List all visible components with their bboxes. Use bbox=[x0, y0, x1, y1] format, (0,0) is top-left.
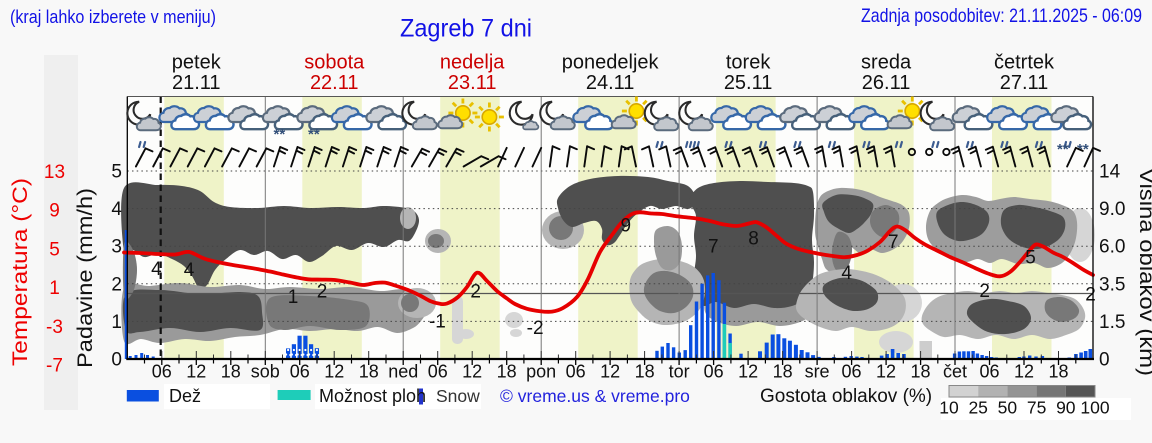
svg-text:12: 12 bbox=[186, 362, 206, 382]
svg-text:9: 9 bbox=[621, 216, 632, 237]
svg-text:50: 50 bbox=[998, 398, 1018, 418]
svg-text:0: 0 bbox=[1099, 350, 1110, 371]
svg-text:1: 1 bbox=[49, 278, 60, 299]
svg-text:sre: sre bbox=[805, 362, 830, 382]
svg-text:-7: -7 bbox=[46, 356, 63, 377]
svg-text:12: 12 bbox=[600, 362, 620, 382]
svg-text:18: 18 bbox=[773, 362, 793, 382]
svg-text:-3: -3 bbox=[46, 317, 63, 338]
svg-text:5: 5 bbox=[49, 239, 60, 260]
svg-text:-1: -1 bbox=[429, 311, 446, 332]
svg-text:ned: ned bbox=[388, 362, 418, 382]
svg-text:Snow: Snow bbox=[436, 386, 480, 406]
svg-text:1: 1 bbox=[288, 287, 299, 308]
svg-text:06: 06 bbox=[428, 362, 448, 382]
svg-text:sobota: sobota bbox=[304, 52, 365, 74]
svg-text:tor: tor bbox=[669, 362, 690, 382]
svg-text:Dež: Dež bbox=[169, 386, 201, 406]
svg-text:7: 7 bbox=[888, 232, 899, 253]
svg-text:90: 90 bbox=[1056, 398, 1076, 418]
svg-text:06: 06 bbox=[704, 362, 724, 382]
svg-text:petek: petek bbox=[172, 52, 222, 74]
svg-text:4: 4 bbox=[184, 260, 195, 281]
svg-text:18: 18 bbox=[221, 362, 241, 382]
svg-text:1: 1 bbox=[111, 312, 122, 333]
svg-text:2: 2 bbox=[979, 281, 990, 302]
svg-text:21.11: 21.11 bbox=[172, 72, 221, 94]
svg-text:18: 18 bbox=[359, 362, 379, 382]
svg-text:12: 12 bbox=[324, 362, 344, 382]
svg-text:13: 13 bbox=[44, 162, 65, 183]
svg-text:06: 06 bbox=[566, 362, 586, 382]
svg-text:nedelja: nedelja bbox=[440, 52, 505, 74]
svg-text:2: 2 bbox=[111, 274, 122, 295]
svg-text:pon: pon bbox=[526, 362, 556, 382]
svg-text:Gostota oblakov (%): Gostota oblakov (%) bbox=[760, 386, 932, 407]
svg-text:18: 18 bbox=[497, 362, 517, 382]
svg-text:25: 25 bbox=[968, 398, 987, 418]
svg-text:100: 100 bbox=[1080, 398, 1109, 418]
svg-text:4: 4 bbox=[151, 259, 162, 280]
svg-text:Zagreb 7 dni: Zagreb 7 dni bbox=[400, 15, 532, 43]
svg-text:čet: čet bbox=[943, 362, 967, 382]
svg-text:14: 14 bbox=[1099, 162, 1121, 183]
svg-text:2: 2 bbox=[470, 281, 481, 302]
svg-text:06: 06 bbox=[152, 362, 172, 382]
svg-text:sreda: sreda bbox=[861, 52, 912, 74]
svg-text:Zadnja posodobitev: 21.11.2025: Zadnja posodobitev: 21.11.2025 - 06:09 bbox=[861, 5, 1142, 27]
svg-text:-2: -2 bbox=[527, 318, 544, 339]
svg-text:23.11: 23.11 bbox=[448, 72, 497, 94]
svg-text:0: 0 bbox=[111, 350, 122, 371]
svg-text:27.11: 27.11 bbox=[1000, 72, 1049, 94]
svg-text:5: 5 bbox=[111, 162, 122, 183]
svg-text:Padavine (mm/h): Padavine (mm/h) bbox=[74, 188, 97, 368]
svg-text:7: 7 bbox=[708, 237, 719, 258]
svg-text:22.11: 22.11 bbox=[310, 72, 359, 94]
svg-text:4: 4 bbox=[111, 199, 122, 220]
svg-text:ponedeljek: ponedeljek bbox=[562, 52, 660, 74]
svg-text:5: 5 bbox=[1025, 248, 1036, 269]
svg-text:sob: sob bbox=[251, 362, 280, 382]
svg-text:2: 2 bbox=[1085, 285, 1096, 306]
svg-text:06: 06 bbox=[980, 362, 1000, 382]
svg-text:25.11: 25.11 bbox=[724, 72, 773, 94]
svg-text:torek: torek bbox=[726, 52, 771, 74]
svg-text:Možnost ploh: Možnost ploh bbox=[319, 386, 426, 406]
svg-text:© vreme.us & vreme.pro: © vreme.us & vreme.pro bbox=[500, 386, 690, 406]
svg-text:10: 10 bbox=[939, 398, 959, 418]
svg-text:3.5: 3.5 bbox=[1099, 274, 1125, 295]
svg-text:12: 12 bbox=[876, 362, 896, 382]
svg-text:3: 3 bbox=[111, 237, 122, 258]
svg-text:6.0: 6.0 bbox=[1099, 237, 1125, 258]
svg-text:(kraj lahko izberete v meniju): (kraj lahko izberete v meniju) bbox=[10, 7, 216, 27]
svg-text:06: 06 bbox=[290, 362, 310, 382]
svg-text:12: 12 bbox=[1014, 362, 1034, 382]
svg-text:8: 8 bbox=[748, 228, 759, 249]
svg-text:Temperatura (°C): Temperatura (°C) bbox=[9, 178, 32, 366]
svg-text:18: 18 bbox=[911, 362, 931, 382]
svg-text:1.5: 1.5 bbox=[1099, 312, 1125, 333]
svg-text:9.0: 9.0 bbox=[1099, 199, 1125, 220]
svg-text:9: 9 bbox=[49, 201, 60, 222]
svg-text:4: 4 bbox=[841, 263, 852, 284]
svg-text:četrtek: četrtek bbox=[994, 52, 1055, 74]
svg-text:18: 18 bbox=[1048, 362, 1068, 382]
svg-text:Višina oblakov (km): Višina oblakov (km) bbox=[1135, 168, 1152, 376]
svg-text:12: 12 bbox=[462, 362, 482, 382]
svg-text:75: 75 bbox=[1027, 398, 1046, 418]
svg-text:2: 2 bbox=[317, 282, 328, 303]
svg-text:26.11: 26.11 bbox=[862, 72, 911, 94]
svg-text:12: 12 bbox=[738, 362, 758, 382]
svg-text:18: 18 bbox=[635, 362, 655, 382]
svg-text:06: 06 bbox=[842, 362, 862, 382]
svg-text:24.11: 24.11 bbox=[586, 72, 635, 94]
